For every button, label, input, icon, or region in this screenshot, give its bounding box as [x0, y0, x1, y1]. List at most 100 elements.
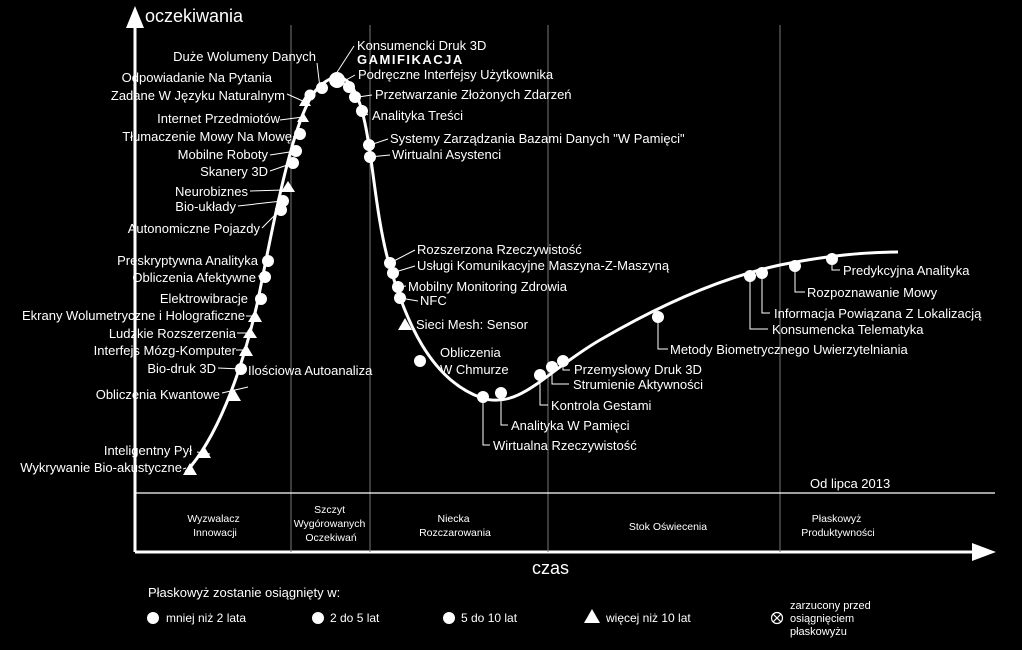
marker-chmura: [414, 355, 426, 367]
circle-white-icon: [312, 612, 324, 624]
marker-gamifikacja: [329, 72, 345, 88]
y-axis-label: oczekiwania: [145, 6, 244, 26]
phase-peak: Szczyt Wygórowanych Oczekiwań: [294, 504, 369, 544]
label-strumienie: Strumienie Aktywności: [573, 377, 703, 392]
legend-item-3: 5 do 10 lat: [461, 611, 518, 625]
label-interfejs-mk: Interfejs Mózg-Komputer: [94, 343, 237, 358]
marker-mesh: [398, 318, 412, 330]
label-mobilne-roboty: Mobilne Roboty: [178, 147, 269, 162]
marker-odpowiadanie: [299, 96, 311, 106]
label-telematyka: Konsumencka Telematyka: [772, 322, 924, 337]
label-przetwarzanie: Przetwarzanie Złożonych Zdarzeń: [375, 87, 572, 102]
phase-labels: Wyzwalacz Innowacji Szczyt Wygórowanych …: [187, 504, 874, 544]
label-chmura-2: W Chmurze: [440, 362, 509, 377]
phase-plateau: Płaskowyż Produktywności: [801, 513, 875, 539]
label-predykcyjna: Predykcyjna Analityka: [843, 263, 970, 278]
marker-internet-przedmiotow: [297, 112, 309, 122]
x-axis-arrow-icon: [972, 543, 996, 561]
phase-slope: Stok Oświecenia: [629, 521, 707, 533]
marker-bioakustyczne: [183, 463, 197, 475]
legend-obsolete: zarzucony przed osiągnięciem płaskowyżu: [790, 600, 874, 638]
label-mobilny-monitoring: Mobilny Monitoring Zdrowia: [408, 279, 568, 294]
marker-preskryptywna: [262, 255, 274, 267]
label-biodruk: Bio-druk 3D: [147, 361, 216, 376]
labels-right: Konsumencki Druk 3D GAMIFIKACJA Podręczn…: [248, 38, 982, 453]
marker-m2m: [387, 267, 399, 279]
label-internet-przedmiotow: Internet Przedmiotów: [157, 111, 280, 126]
marker-mobilny-monitoring: [392, 281, 404, 293]
marker-druk3d-konsument: [304, 89, 316, 101]
circle-white-icon: [147, 612, 159, 624]
curve-markers: [183, 72, 838, 475]
labels-left: Duże Wolumeny Danych Odpowiadanie Na Pyt…: [20, 49, 316, 475]
label-m2m: Usługi Komunikacyjne Maszyna-Z-Maszyną: [417, 258, 670, 273]
marker-duze-wolumeny: [316, 82, 328, 94]
label-afektywne: Obliczenia Afektywne: [132, 270, 256, 285]
marker-neurobiznes: [281, 181, 295, 192]
marker-analityka-tresci: [356, 105, 368, 117]
label-druk3d-konsument: Konsumencki Druk 3D: [357, 38, 486, 53]
as-of-date: Od lipca 2013: [810, 476, 890, 491]
triangle-white-icon: [584, 609, 600, 623]
label-odpowiadanie-1: Odpowiadanie Na Pytania: [122, 70, 273, 85]
label-odpowiadanie-2: Zadane W Języku Naturalnym: [111, 88, 285, 103]
label-interfejsy: Podręczne Interfejsy Użytkownika: [358, 67, 554, 82]
y-axis-arrow-icon: [126, 6, 144, 28]
label-kontrola-gestami: Kontrola Gestami: [551, 398, 652, 413]
label-mesh: Sieci Mesh: Sensor: [416, 317, 529, 332]
leader-lines-lower: [182, 259, 840, 470]
label-wirtualni: Wirtualni Asystenci: [392, 147, 501, 162]
label-analityka-pamieci: Analityka W Pamięci: [511, 418, 630, 433]
marker-inteligentny-pyl: [197, 446, 211, 458]
label-ludzkie: Ludzkie Rozszerzenia: [109, 326, 237, 341]
label-autonomiczne: Autonomiczne Pojazdy: [128, 221, 261, 236]
label-elektrowibracje: Elektrowibracje: [160, 291, 248, 306]
phase-dividers: [135, 25, 995, 552]
circle-white-icon: [443, 612, 455, 624]
marker-nfc: [394, 292, 406, 304]
label-ilosciowa: Ilościowa Autoanaliza: [248, 363, 373, 378]
label-neurobiznes: Neurobiznes: [175, 184, 248, 199]
label-wirtualna-rz: Wirtualna Rzeczywistość: [493, 438, 637, 453]
marker-systemy-bd: [363, 139, 375, 151]
marker-wirtualni: [364, 151, 376, 163]
legend-item-1: mniej niż 2 lata: [166, 611, 246, 625]
label-ekrany: Ekrany Wolumetryczne i Holograficzne: [22, 308, 245, 323]
label-chmura-1: Obliczenia: [440, 345, 501, 360]
phase-innovation-trigger: Wyzwalacz Innowacji: [187, 513, 242, 539]
label-nfc: NFC: [420, 293, 447, 308]
marker-kwantowe: [227, 389, 241, 401]
label-inteligentny-pyl: Inteligentny Pył: [104, 443, 192, 458]
label-przemyslowy: Przemysłowy Druk 3D: [574, 362, 702, 377]
obsolete-icon: [770, 611, 784, 625]
legend-title: Płaskowyż zostanie osiągnięty w:: [148, 585, 340, 600]
axes: oczekiwania czas: [126, 6, 996, 578]
label-rozpoznawanie: Rozpoznawanie Mowy: [807, 285, 938, 300]
label-skanery: Skanery 3D: [200, 164, 268, 179]
x-axis-label: czas: [532, 558, 569, 578]
marker-bio-uklady: [277, 195, 289, 207]
label-lokalizacja: Informacja Powiązana Z Lokalizacją: [774, 306, 982, 321]
marker-przetwarzanie: [349, 91, 361, 103]
marker-autonomiczne: [275, 204, 287, 216]
legend: Płaskowyż zostanie osiągnięty w: mniej n…: [147, 585, 874, 638]
label-kwantowe: Obliczenia Kwantowe: [96, 387, 220, 402]
legend-item-4: więcej niż 10 lat: [605, 611, 691, 625]
marker-tlumaczenie: [294, 128, 306, 140]
label-bioakustyczne: Wykrywanie Bio-akustyczne: [20, 460, 182, 475]
label-analityka-tresci: Analityka Treści: [372, 108, 463, 123]
label-biometryczne: Metody Biometrycznego Uwierzytelniania: [670, 342, 908, 357]
label-tlumaczenie: Tłumaczenie Mowy Na Mowę: [122, 129, 292, 144]
label-bio-uklady: Bio-układy: [175, 199, 236, 214]
legend-item-2: 2 do 5 lat: [330, 611, 380, 625]
label-systemy-bd: Systemy Zarządzania Bazami Danych "W Pam…: [390, 131, 685, 146]
marker-mobilne-roboty: [290, 145, 302, 157]
marker-rozszerzona: [384, 257, 396, 269]
phase-trough: Niecka Rozczarowania: [419, 513, 491, 539]
label-preskryptywna: Preskryptywna Analityka: [117, 253, 259, 268]
marker-skanery: [287, 157, 299, 169]
label-duze-wolumeny: Duże Wolumeny Danych: [173, 49, 316, 64]
label-rozszerzona: Rozszerzona Rzeczywistość: [417, 242, 582, 257]
marker-interfejsy: [343, 81, 355, 93]
